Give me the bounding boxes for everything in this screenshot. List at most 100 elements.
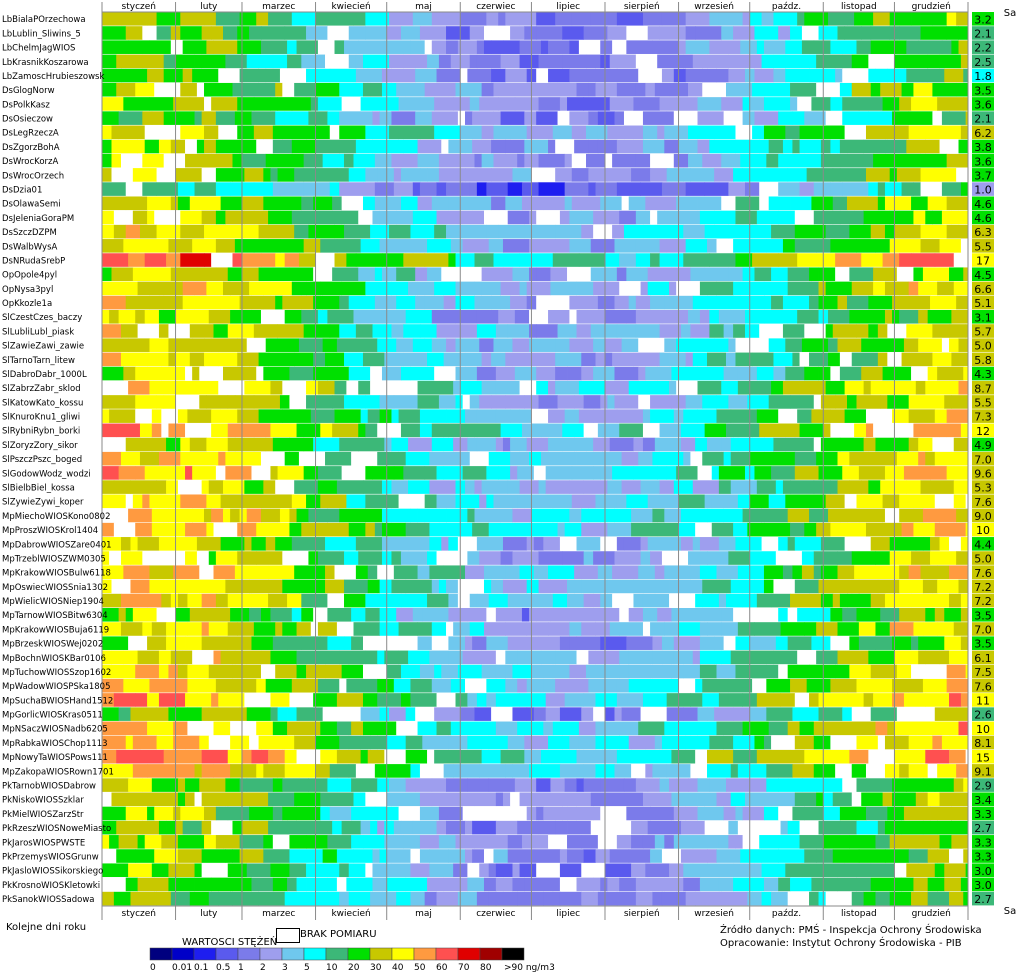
heatmap-cell	[699, 565, 717, 580]
legend-swatch	[237, 947, 261, 961]
heatmap-cell	[151, 409, 162, 423]
heatmap-cell	[794, 224, 815, 239]
heatmap-cell	[790, 749, 805, 764]
heatmap-cell	[187, 707, 203, 721]
heatmap-cell	[690, 168, 715, 182]
heatmap-cell	[785, 863, 803, 878]
heatmap-cell	[771, 380, 784, 395]
heatmap-cell	[782, 295, 810, 310]
heatmap-cell	[877, 196, 886, 211]
heatmap-cell	[156, 224, 181, 239]
heatmap-cell	[170, 537, 198, 551]
heatmap-cell	[858, 97, 883, 111]
heatmap-cell	[640, 182, 663, 196]
heatmap-cell	[268, 352, 295, 367]
heatmap-cell	[341, 820, 362, 835]
heatmap-cell	[223, 366, 250, 381]
heatmap-cell	[476, 182, 487, 196]
heatmap-cell	[704, 423, 727, 438]
heatmap-cell	[400, 820, 414, 835]
heatmap-cell	[555, 12, 573, 26]
heatmap-cell	[505, 352, 513, 367]
heatmap-cell	[799, 721, 815, 736]
legend-swatch	[369, 947, 393, 961]
heatmap-cell	[576, 877, 594, 892]
heatmap-cell	[723, 324, 734, 338]
heatmap-cell	[128, 40, 150, 54]
heatmap-cell	[488, 749, 501, 764]
heatmap-cell	[650, 153, 675, 168]
heatmap-cell	[400, 196, 409, 211]
sa-cell	[972, 522, 994, 537]
heatmap-cell	[365, 792, 388, 807]
heatmap-cell	[377, 749, 385, 764]
heatmap-cell	[365, 494, 388, 509]
heatmap-cell	[759, 338, 770, 352]
heatmap-cell	[778, 778, 803, 792]
heatmap-cell	[657, 466, 668, 480]
heatmap-cell	[149, 579, 165, 594]
heatmap-cell	[102, 749, 117, 764]
month-labels-bottom: styczeń luty marzec kwiecień maj czerwiec lipi…	[122, 909, 951, 919]
heatmap-cell	[149, 40, 172, 54]
heatmap-cell	[619, 423, 644, 438]
heatmap-cell	[911, 97, 938, 111]
heatmap-cell	[102, 409, 110, 423]
month-label: maj	[415, 2, 432, 12]
heatmap-cell	[336, 622, 354, 636]
heatmap-cell	[529, 522, 542, 537]
heatmap-cell	[360, 735, 371, 750]
heatmap-cell	[109, 409, 136, 423]
heatmap-cell	[825, 707, 843, 721]
heatmap-cell	[524, 735, 549, 750]
heatmap-cell	[320, 494, 347, 509]
heatmap-cell	[586, 125, 599, 140]
heatmap-cell	[832, 196, 848, 211]
heatmap-cell	[809, 54, 817, 69]
heatmap-cell	[386, 849, 411, 863]
sa-value: 3.8	[974, 141, 992, 154]
heatmap-cell	[517, 466, 535, 480]
heatmap-cell	[642, 622, 651, 636]
heatmap-cell	[232, 168, 245, 182]
heatmap-cell	[697, 380, 722, 395]
heatmap-cell	[593, 281, 620, 296]
heatmap-cell	[536, 295, 551, 310]
heatmap-cell	[524, 26, 537, 40]
heatmap-cell	[695, 522, 713, 537]
heatmap-cell	[595, 735, 604, 750]
heatmap-cell	[939, 792, 964, 807]
heatmap-cell	[811, 409, 831, 423]
heatmap-cell	[384, 650, 399, 665]
heatmap-cell	[102, 806, 127, 821]
heatmap-cell	[792, 111, 805, 125]
heatmap-cell	[861, 366, 883, 381]
heatmap-cell	[752, 253, 779, 267]
heatmap-cell	[521, 835, 549, 849]
heatmap-cell	[249, 579, 269, 594]
heatmap-cell	[785, 54, 810, 69]
heatmap-cell	[555, 366, 568, 381]
heatmap-cell	[125, 182, 143, 196]
heatmap-cell	[623, 537, 641, 551]
heatmap-cell	[398, 125, 421, 140]
heatmap-cell	[147, 721, 174, 736]
heatmap-cell	[201, 764, 214, 778]
heatmap-cell	[474, 508, 490, 523]
heatmap-cell	[403, 835, 421, 849]
heatmap-cell	[182, 40, 207, 54]
heatmap-cell	[405, 579, 433, 594]
heatmap-cell	[246, 338, 267, 352]
heatmap-cell	[175, 608, 191, 622]
heatmap-cell	[327, 508, 340, 523]
heatmap-cell	[737, 380, 760, 395]
legend-label: 50	[414, 963, 426, 973]
heatmap-cell	[408, 196, 418, 211]
heatmap-cell	[374, 522, 383, 537]
heatmap-cell	[204, 451, 219, 466]
heatmap-cell	[873, 267, 883, 282]
heatmap-cell	[633, 352, 660, 367]
heatmap-cell	[844, 125, 867, 140]
heatmap-cell	[483, 40, 492, 54]
station-label: SlKatowKato_kossu	[2, 398, 83, 408]
